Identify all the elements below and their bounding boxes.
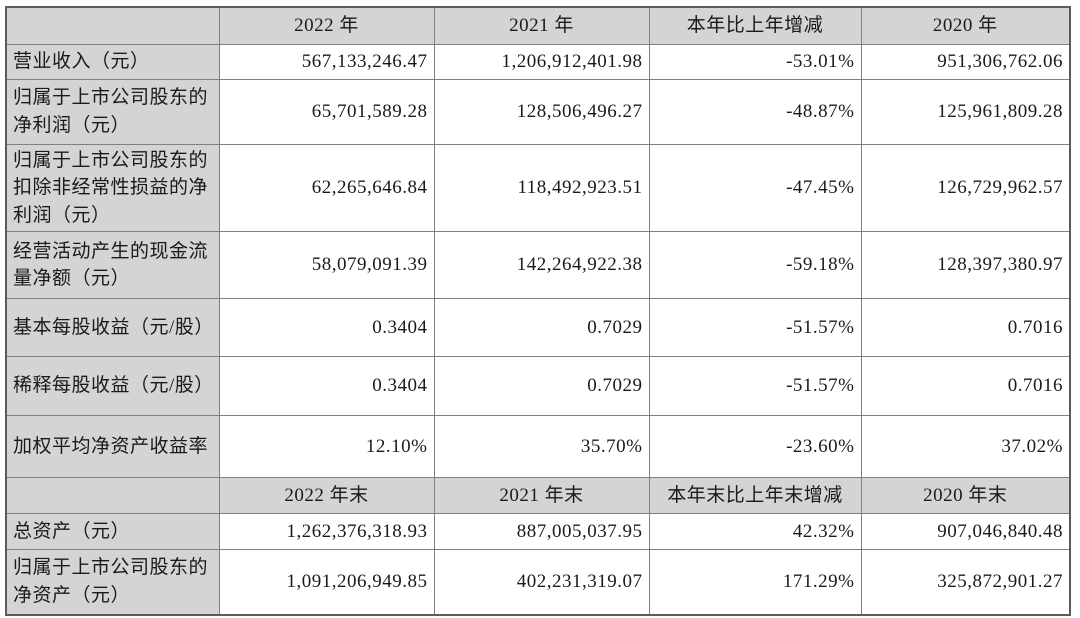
cell-2022: 0.3404 <box>218 356 435 417</box>
cell-2020: 0.7016 <box>860 298 1071 358</box>
cell-2020: 0.7016 <box>860 356 1071 417</box>
cell-2022: 65,701,589.28 <box>218 78 435 145</box>
cell-change: -23.60% <box>648 415 862 479</box>
row-weighted-average-roe: 加权平均净资产收益率 12.10% 35.70% -23.60% 37.02% <box>5 415 1071 479</box>
cell-2021: 1,206,912,401.98 <box>433 43 650 80</box>
cell-2021: 402,231,319.07 <box>433 549 650 616</box>
row-net-profit-deducting-nonrecurring: 归属于上市公司股东的扣除非经常性损益的净利润（元） 62,265,646.84 … <box>5 143 1071 233</box>
cell-change: -53.01% <box>648 43 862 80</box>
header-yearend-change: 本年末比上年末增减 <box>648 477 862 515</box>
cell-change: -59.18% <box>648 231 862 300</box>
cell-2022: 62,265,646.84 <box>218 143 435 233</box>
header-yoy-change: 本年比上年增减 <box>648 6 862 45</box>
cell-2021: 35.70% <box>433 415 650 479</box>
header-2022: 2022 年 <box>218 6 435 45</box>
cell-2021: 118,492,923.51 <box>433 143 650 233</box>
cell-change: -51.57% <box>648 298 862 358</box>
cell-change: 171.29% <box>648 549 862 616</box>
cell-2022: 58,079,091.39 <box>218 231 435 300</box>
cell-2020: 951,306,762.06 <box>860 43 1071 80</box>
cell-2022: 567,133,246.47 <box>218 43 435 80</box>
cell-2022: 1,091,206,949.85 <box>218 549 435 616</box>
cell-2020: 128,397,380.97 <box>860 231 1071 300</box>
header-2020-yearend: 2020 年末 <box>860 477 1071 515</box>
row-label: 营业收入（元） <box>5 43 220 80</box>
header-2022-yearend: 2022 年末 <box>218 477 435 515</box>
cell-change: -48.87% <box>648 78 862 145</box>
key-financial-indicators-table: 2022 年 2021 年 本年比上年增减 2020 年 营业收入（元） 567… <box>5 6 1071 616</box>
cell-2021: 0.7029 <box>433 356 650 417</box>
cell-2020: 126,729,962.57 <box>860 143 1071 233</box>
row-total-assets: 总资产（元） 1,262,376,318.93 887,005,037.95 4… <box>5 513 1071 551</box>
row-net-assets-attributable: 归属于上市公司股东的净资产（元） 1,091,206,949.85 402,23… <box>5 549 1071 616</box>
cell-change: -51.57% <box>648 356 862 417</box>
header-blank-cell <box>5 477 220 515</box>
cell-2020: 907,046,840.48 <box>860 513 1071 551</box>
header-2021: 2021 年 <box>433 6 650 45</box>
header-2021-yearend: 2021 年末 <box>433 477 650 515</box>
cell-change: 42.32% <box>648 513 862 551</box>
row-basic-eps: 基本每股收益（元/股） 0.3404 0.7029 -51.57% 0.7016 <box>5 298 1071 358</box>
row-label: 归属于上市公司股东的扣除非经常性损益的净利润（元） <box>5 143 220 233</box>
row-label: 归属于上市公司股东的净资产（元） <box>5 549 220 616</box>
financial-summary-table: 2022 年 2021 年 本年比上年增减 2020 年 营业收入（元） 567… <box>5 6 1071 616</box>
header-2020: 2020 年 <box>860 6 1071 45</box>
row-operating-cash-flow: 经营活动产生的现金流量净额（元） 58,079,091.39 142,264,9… <box>5 231 1071 300</box>
cell-2021: 887,005,037.95 <box>433 513 650 551</box>
row-diluted-eps: 稀释每股收益（元/股） 0.3404 0.7029 -51.57% 0.7016 <box>5 356 1071 417</box>
cell-change: -47.45% <box>648 143 862 233</box>
cell-2022: 1,262,376,318.93 <box>218 513 435 551</box>
header-blank-cell <box>5 6 220 45</box>
row-label: 经营活动产生的现金流量净额（元） <box>5 231 220 300</box>
row-label: 基本每股收益（元/股） <box>5 298 220 358</box>
row-operating-revenue: 营业收入（元） 567,133,246.47 1,206,912,401.98 … <box>5 43 1071 80</box>
table-header-row-yearend: 2022 年末 2021 年末 本年末比上年末增减 2020 年末 <box>5 477 1071 515</box>
row-net-profit-attributable: 归属于上市公司股东的净利润（元） 65,701,589.28 128,506,4… <box>5 78 1071 145</box>
cell-2022: 12.10% <box>218 415 435 479</box>
cell-2021: 0.7029 <box>433 298 650 358</box>
row-label: 加权平均净资产收益率 <box>5 415 220 479</box>
cell-2021: 128,506,496.27 <box>433 78 650 145</box>
table-header-row-annual: 2022 年 2021 年 本年比上年增减 2020 年 <box>5 6 1071 45</box>
cell-2021: 142,264,922.38 <box>433 231 650 300</box>
row-label: 归属于上市公司股东的净利润（元） <box>5 78 220 145</box>
row-label: 稀释每股收益（元/股） <box>5 356 220 417</box>
row-label: 总资产（元） <box>5 513 220 551</box>
cell-2020: 325,872,901.27 <box>860 549 1071 616</box>
cell-2020: 37.02% <box>860 415 1071 479</box>
cell-2020: 125,961,809.28 <box>860 78 1071 145</box>
cell-2022: 0.3404 <box>218 298 435 358</box>
